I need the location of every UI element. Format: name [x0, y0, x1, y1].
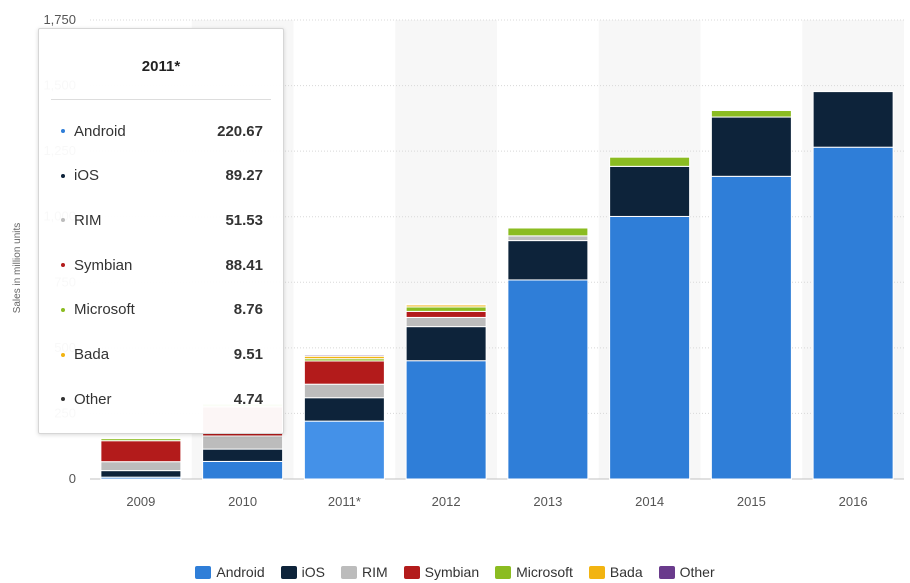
legend-swatch [195, 565, 212, 579]
bar-segment-symbian[interactable] [405, 310, 487, 318]
legend: Android iOS RIM Symbian Microsoft Bada Other [0, 561, 910, 583]
bar-segment-ios[interactable] [100, 470, 182, 478]
y-axis-label: Sales in million units [12, 223, 23, 314]
bar-segment-other[interactable] [100, 437, 182, 440]
bar-segment-microsoft[interactable] [609, 156, 691, 167]
y-tick-label: 0 [69, 471, 76, 486]
legend-swatch [280, 565, 297, 579]
tooltip-divider [51, 99, 271, 100]
bar-segment-android[interactable] [507, 279, 589, 480]
bar-segment-microsoft[interactable] [507, 227, 589, 237]
bar-segment-ios[interactable] [405, 326, 487, 362]
series-dot-icon [61, 307, 65, 312]
tooltip-series-value: 4.74 [233, 390, 263, 408]
series-dot-icon [61, 173, 65, 178]
x-tick-label: 2013 [533, 494, 562, 509]
x-tick-label: 2011* [328, 494, 361, 509]
bar-segment-ios[interactable] [507, 240, 589, 281]
bar-segment-ios[interactable] [812, 91, 894, 148]
tooltip-row: Symbian 88.41 [61, 255, 263, 275]
legend-swatch [495, 565, 512, 579]
series-dot-icon [61, 397, 65, 402]
bar-segment-microsoft[interactable] [405, 306, 487, 312]
tooltip-series-name: Bada [74, 346, 110, 363]
tooltip-row: Microsoft 8.76 [61, 300, 263, 320]
tooltip-series-name: Symbian [74, 256, 133, 274]
bar-segment-ios[interactable] [303, 397, 385, 422]
legend-item-microsoft[interactable]: Microsoft [495, 564, 573, 580]
x-tick-label: 2009 [126, 494, 155, 509]
legend-item-symbian[interactable]: Symbian [403, 564, 480, 580]
legend-item-rim[interactable]: RIM [340, 564, 388, 580]
tooltip-series-name: Other [74, 390, 112, 408]
legend-label: Bada [609, 564, 643, 580]
bar-segment-android[interactable] [405, 360, 487, 480]
series-dot-icon [61, 352, 65, 357]
tooltip-series-value: 220.67 [217, 122, 263, 140]
tooltip-series-value: 89.27 [225, 167, 263, 185]
bar-segment-symbian[interactable] [303, 360, 385, 385]
bar-segment-android[interactable] [202, 460, 284, 480]
legend-item-bada[interactable]: Bada [588, 564, 643, 580]
legend-item-ios[interactable]: iOS [280, 564, 325, 580]
bar-segment-ios[interactable] [609, 165, 691, 217]
tooltip-series-name: RIM [74, 211, 102, 229]
bar-segment-microsoft[interactable] [710, 109, 792, 118]
bar-segment-android[interactable] [710, 175, 792, 480]
tooltip-row: iOS 89.27 [61, 166, 263, 186]
tooltip-title: 2011* [141, 58, 181, 75]
tooltip-series-name: Android [74, 122, 126, 140]
bar-segment-symbian[interactable] [100, 440, 182, 463]
y-tick-label: 1,750 [43, 12, 76, 27]
tooltip-row: Other 4.74 [61, 389, 263, 409]
x-tick-label: 2012 [432, 494, 461, 509]
x-tick-label: 2014 [635, 494, 664, 509]
legend-label: iOS [301, 564, 325, 580]
tooltip-series-name: iOS [74, 167, 100, 185]
legend-label: Android [216, 564, 265, 580]
x-tick-label: 2016 [839, 494, 868, 509]
legend-swatch [658, 565, 675, 579]
bar-segment-other[interactable] [303, 354, 385, 357]
bar-segment-rim[interactable] [507, 235, 589, 242]
bar-segment-rim[interactable] [405, 316, 487, 328]
bar-segment-ios[interactable] [202, 448, 284, 462]
tooltip-series-value: 51.53 [225, 211, 263, 229]
x-tick-label: 2015 [737, 494, 766, 509]
legend-item-other[interactable]: Other [658, 564, 715, 580]
legend-label: RIM [361, 564, 388, 580]
legend-label: Other [679, 564, 715, 580]
legend-label: Microsoft [516, 564, 573, 580]
tooltip-series-value: 9.51 [233, 346, 263, 363]
series-dot-icon [61, 129, 65, 133]
legend-label: Symbian [424, 564, 480, 580]
legend-swatch [588, 565, 605, 579]
tooltip: 2011* Android 220.67 iOS 89.27 RIM 51.53 Symbi… [38, 28, 284, 434]
x-tick-label: 2010 [228, 494, 257, 509]
series-dot-icon [61, 218, 65, 223]
tooltip-series-value: 8.76 [233, 301, 263, 319]
tooltip-row: RIM 51.53 [61, 210, 263, 230]
series-dot-icon [61, 263, 65, 268]
tooltip-row: Bada 9.51 [61, 345, 263, 365]
bar-segment-rim[interactable] [202, 435, 284, 450]
bar-segment-android[interactable] [303, 420, 385, 480]
legend-swatch [340, 565, 357, 579]
tooltip-series-value: 88.41 [225, 256, 263, 274]
bar-segment-rim[interactable] [100, 461, 182, 472]
tooltip-series-name: Microsoft [74, 301, 135, 319]
bar-segment-other[interactable] [405, 303, 487, 306]
legend-item-android[interactable]: Android [195, 564, 265, 580]
bar-segment-rim[interactable] [303, 383, 385, 399]
tooltip-row: Android 220.67 [61, 121, 263, 141]
bar-segment-android[interactable] [812, 146, 894, 480]
bar-segment-android[interactable] [609, 215, 691, 480]
legend-swatch [403, 565, 420, 579]
bar-segment-ios[interactable] [710, 116, 792, 177]
